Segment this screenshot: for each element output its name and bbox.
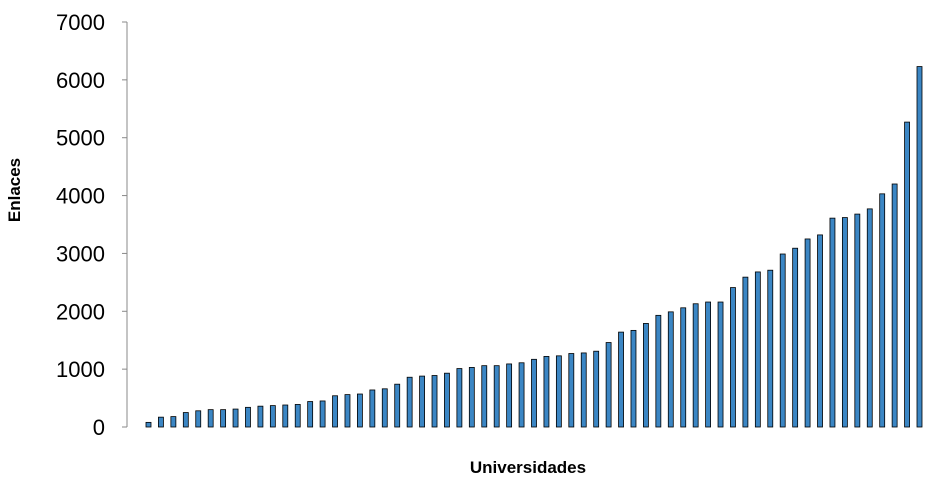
bar — [145, 421, 152, 428]
y-tick-label: 4000 — [56, 184, 105, 209]
bar — [742, 276, 749, 428]
bar — [195, 410, 202, 428]
bar — [792, 247, 799, 428]
bar — [207, 409, 214, 428]
bar — [568, 353, 575, 428]
bar — [854, 213, 861, 428]
bar — [369, 389, 376, 428]
bar — [879, 193, 886, 428]
bar — [456, 368, 463, 428]
bar — [282, 404, 289, 428]
bar — [618, 331, 624, 428]
bar — [269, 405, 276, 428]
bar — [593, 350, 600, 428]
y-tick-label: 7000 — [56, 10, 105, 35]
bar — [531, 358, 537, 428]
y-tick-label: 6000 — [56, 68, 105, 93]
bar — [232, 408, 239, 428]
bar — [804, 238, 811, 428]
bars-group — [145, 66, 923, 428]
bar — [406, 376, 413, 428]
bar — [356, 393, 363, 428]
x-axis-title: Universidades — [470, 458, 586, 477]
bar — [493, 365, 500, 428]
bar — [680, 307, 687, 428]
bar — [555, 355, 562, 428]
bar — [245, 406, 251, 428]
y-tick-label: 2000 — [56, 299, 105, 324]
y-tick-label: 5000 — [56, 126, 105, 151]
bar — [630, 329, 637, 428]
bar — [543, 356, 550, 428]
bar — [655, 314, 662, 428]
bar — [643, 323, 649, 428]
bar — [841, 217, 848, 428]
bar — [866, 208, 873, 428]
bar — [904, 121, 910, 428]
bar — [419, 375, 425, 428]
bar — [257, 405, 264, 428]
bar — [817, 234, 823, 428]
bar — [767, 269, 774, 428]
bar — [294, 404, 301, 428]
bar — [506, 363, 513, 428]
bar — [717, 301, 724, 428]
bar — [705, 301, 711, 428]
y-tick-label: 1000 — [56, 357, 105, 382]
y-tick-label: 0 — [93, 415, 105, 440]
bar — [580, 352, 587, 428]
bar — [332, 395, 338, 428]
bar — [692, 303, 699, 428]
bar — [667, 311, 674, 428]
bar — [891, 183, 898, 428]
bar — [431, 375, 438, 428]
bar — [381, 388, 388, 428]
bar — [170, 416, 177, 428]
bar — [182, 412, 189, 428]
bar — [319, 400, 326, 428]
y-axis-title: Enlaces — [5, 158, 24, 222]
bar — [307, 401, 314, 428]
bar — [444, 372, 450, 428]
y-tick-label: 3000 — [56, 241, 105, 266]
bar — [829, 217, 836, 428]
bar — [481, 365, 488, 428]
y-axis-ticks: 0 1000 2000 3000 4000 5000 6000 7000 — [56, 10, 127, 440]
bar — [394, 383, 401, 428]
bar — [220, 409, 227, 428]
bar — [605, 342, 612, 428]
bar — [344, 394, 351, 428]
bar — [518, 362, 525, 428]
bar — [158, 416, 164, 428]
bar — [468, 367, 475, 428]
bar — [916, 66, 923, 428]
bar — [779, 253, 786, 428]
bar — [730, 287, 736, 428]
bar — [754, 271, 761, 428]
